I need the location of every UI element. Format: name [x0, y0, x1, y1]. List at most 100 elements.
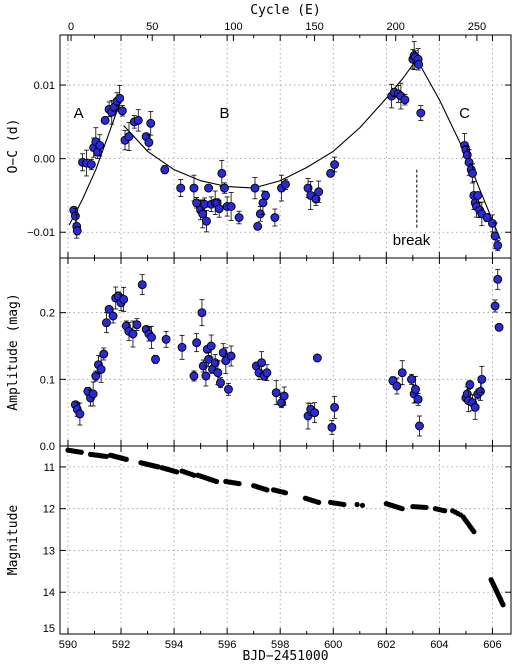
- axis-ticks: −0.01 0.00 0.01 0.0 0.1 0.2 11 12 13 14 15 590 592 59…: [27, 21, 511, 651]
- y-tick-label: −0.01: [27, 227, 55, 239]
- magnitude-point: [316, 499, 322, 505]
- data-point: [88, 389, 98, 399]
- y-tick-label: 13: [43, 545, 55, 557]
- data-point: [392, 381, 402, 391]
- data-point: [416, 108, 426, 118]
- x-tick-label: 592: [112, 639, 130, 651]
- cycle-tick-label: 50: [146, 21, 158, 33]
- data-point: [217, 168, 227, 178]
- magnitude-point: [213, 478, 220, 485]
- oc-axis-title: O−C (d): [6, 119, 21, 174]
- data-point: [462, 150, 472, 160]
- data-point: [330, 160, 340, 169]
- data-point: [261, 190, 271, 200]
- data-point: [151, 354, 160, 364]
- y-tick-label: 15: [43, 623, 55, 635]
- data-point: [128, 329, 138, 339]
- x-tick-label: 602: [377, 639, 395, 651]
- magnitude-point: [282, 490, 289, 496]
- data-point: [192, 198, 202, 208]
- data-point: [133, 115, 143, 125]
- data-point: [397, 368, 407, 378]
- data-point: [72, 226, 82, 236]
- magnitude-point: [103, 453, 110, 460]
- x-tick-label: 600: [324, 639, 342, 651]
- data-point: [220, 183, 229, 193]
- y-tick-label: 0.1: [40, 374, 55, 386]
- data-point: [257, 358, 267, 368]
- fit-curve: [416, 59, 501, 240]
- data-point: [468, 168, 477, 178]
- x-tick-label: 606: [483, 639, 501, 651]
- x-tick-label: 604: [430, 639, 448, 651]
- data-point: [477, 374, 487, 384]
- data-point: [250, 183, 260, 193]
- data-point: [415, 421, 424, 431]
- data-point: [189, 183, 199, 193]
- magnitude-point: [471, 529, 477, 535]
- cycle-tick-label: 0: [68, 21, 74, 33]
- y-tick-label: 0.01: [34, 80, 55, 92]
- data-point: [132, 320, 142, 330]
- data-point: [160, 165, 170, 175]
- cycle-axis-title: Cycle (E): [250, 3, 320, 18]
- data-point: [101, 318, 111, 328]
- magnitude-point: [236, 481, 242, 487]
- data-point: [137, 280, 147, 290]
- data-point: [327, 422, 337, 432]
- data-point: [476, 386, 485, 396]
- data-point: [234, 213, 244, 222]
- data-point: [281, 179, 290, 189]
- data-point: [490, 231, 500, 241]
- data-point: [161, 334, 171, 344]
- y-tick-label: 0.2: [40, 308, 55, 320]
- data-point: [86, 160, 96, 169]
- oc-points: [69, 41, 503, 252]
- oc-fit-curves: [68, 58, 501, 240]
- data-point: [482, 213, 492, 222]
- fit-curve: [123, 58, 418, 189]
- cycle-tick-label: 100: [224, 21, 242, 33]
- data-point: [279, 391, 289, 401]
- data-point: [144, 138, 154, 147]
- data-point: [493, 241, 503, 250]
- amplitude-grid: [60, 258, 511, 446]
- fit-curve: [68, 95, 123, 226]
- data-point: [177, 342, 187, 352]
- cycle-tick-label: 250: [468, 21, 486, 33]
- data-point: [95, 140, 105, 150]
- magnitude-point: [442, 508, 448, 514]
- magnitude-point: [359, 502, 366, 508]
- data-point: [70, 211, 80, 221]
- data-point: [108, 311, 118, 321]
- data-point: [414, 59, 424, 69]
- magnitude-point: [399, 506, 405, 512]
- y-tick-label: 0.0: [40, 441, 55, 453]
- data-point: [224, 384, 233, 394]
- magnitude-point: [423, 504, 429, 511]
- magnitude-point: [191, 472, 197, 478]
- data-point: [115, 93, 125, 103]
- data-point: [204, 183, 214, 193]
- magnitude-point: [264, 487, 270, 493]
- data-point: [258, 198, 268, 208]
- data-point: [218, 348, 228, 358]
- oc-grid: [60, 35, 511, 258]
- data-point: [330, 402, 340, 412]
- data-point: [119, 294, 129, 304]
- data-point: [96, 364, 106, 374]
- data-point: [201, 371, 211, 381]
- amplitude-points: [70, 268, 504, 437]
- magnitude-point: [341, 501, 347, 508]
- annotation-label: C: [459, 105, 470, 122]
- data-point: [226, 202, 236, 211]
- data-point: [176, 183, 186, 193]
- data-point: [226, 351, 236, 361]
- data-point: [146, 118, 156, 128]
- data-point: [470, 402, 480, 412]
- magnitude-point: [78, 449, 84, 455]
- data-point: [75, 409, 85, 419]
- magnitude-panel-frame: [59, 445, 512, 635]
